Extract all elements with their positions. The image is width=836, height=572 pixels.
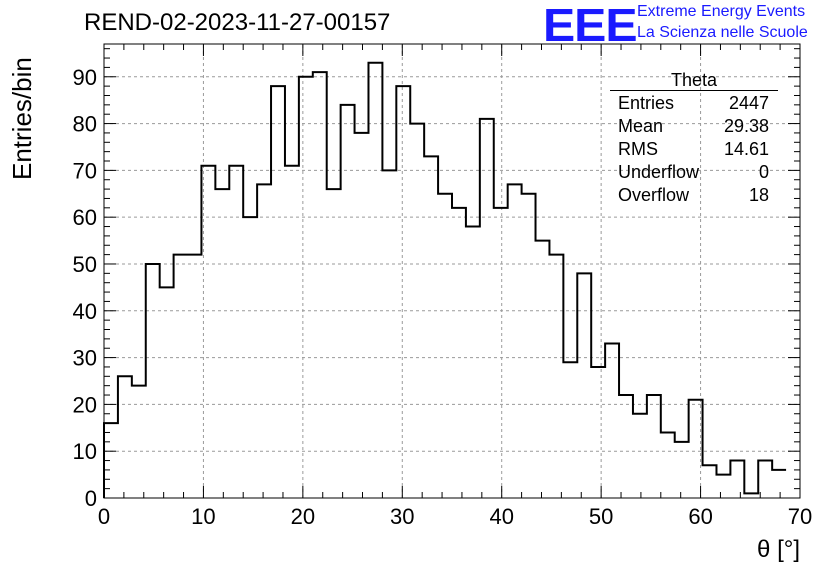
histogram-bin: [619, 395, 633, 498]
histogram-bin: [716, 475, 730, 498]
histogram-bin: [647, 395, 661, 498]
histogram-bin: [772, 470, 786, 498]
histogram-bin: [118, 376, 132, 498]
histogram-bin: [396, 86, 410, 498]
histogram-bin: [452, 208, 466, 498]
histogram-bin: [257, 184, 271, 498]
histogram-bin: [313, 72, 327, 498]
histogram-bin: [549, 255, 563, 498]
histogram-bin: [758, 461, 772, 498]
histogram-bin: [368, 63, 382, 498]
x-tick-label: 0: [98, 504, 110, 529]
histogram-bin: [508, 184, 522, 498]
stats-label: Underflow: [618, 162, 700, 182]
stats-row-entries: Entries 2447: [610, 92, 778, 115]
histogram-bin: [563, 362, 577, 498]
histogram-bin: [703, 465, 717, 498]
x-tick-label: 30: [390, 504, 414, 529]
y-tick-label: 30: [73, 346, 97, 371]
histogram-series: [103, 61, 787, 498]
histogram-bin: [146, 264, 160, 498]
stats-box: Theta Entries 2447 Mean 29.38 RMS 14.61 …: [610, 70, 778, 207]
histogram-bin: [104, 423, 118, 498]
histogram-bin: [744, 493, 758, 498]
histogram-bin: [215, 189, 229, 498]
histogram-bin: [243, 217, 257, 498]
histogram-bin: [494, 208, 508, 498]
histogram-bin: [661, 432, 675, 498]
x-axis-label: θ [°]: [757, 536, 800, 563]
histogram-bin: [536, 241, 550, 498]
histogram-bin: [327, 189, 341, 498]
y-tick-label: 60: [73, 205, 97, 230]
y-tick-label: 80: [73, 112, 97, 137]
stats-value: 29.38: [723, 116, 769, 136]
stats-row-underflow: Underflow 0: [610, 161, 778, 184]
plot-frame: [103, 43, 801, 499]
histogram-bin: [438, 194, 452, 498]
axis-ticks: [103, 44, 801, 499]
histogram-bin: [410, 124, 424, 498]
x-tick-label: 60: [688, 504, 712, 529]
x-tick-label: 50: [589, 504, 613, 529]
y-tick-label: 50: [73, 252, 97, 277]
y-tick-label: 20: [73, 392, 97, 417]
stats-row-mean: Mean 29.38: [610, 115, 778, 138]
histogram-bin: [188, 255, 202, 498]
histogram-bin: [174, 255, 188, 498]
histogram-bin: [730, 461, 744, 498]
y-tick-label: 40: [73, 299, 97, 324]
histogram-bin: [229, 166, 243, 498]
y-tick-label: 0: [85, 486, 97, 511]
logo-caption-line2: La Scienza nelle Scuole: [637, 24, 808, 41]
histogram-bin: [160, 287, 174, 498]
histogram-bin: [299, 77, 313, 498]
y-tick-label: 90: [73, 65, 97, 90]
x-tick-label: 20: [291, 504, 315, 529]
histogram-bin: [201, 166, 215, 498]
histogram-bin: [424, 156, 438, 498]
stats-row-overflow: Overflow 18: [610, 184, 778, 207]
stats-label: Entries: [618, 93, 675, 113]
stats-value: 2447: [728, 93, 769, 113]
stats-divider: [610, 90, 778, 91]
x-tick-labels: 0 10 20 30 40 50 60 70: [98, 504, 812, 529]
histogram-bin: [382, 170, 396, 498]
histogram-bin: [605, 344, 619, 498]
plot-title: REND-02-2023-11-27-00157: [84, 9, 391, 36]
histogram-bin: [466, 227, 480, 498]
histogram-bin: [271, 86, 285, 498]
x-tick-label: 10: [191, 504, 215, 529]
histogram-bin: [480, 119, 494, 498]
stats-histogram-name: Theta: [670, 70, 718, 90]
histogram-bin: [132, 386, 146, 498]
y-tick-labels: 0 10 20 30 40 50 60 70 80 90: [73, 65, 97, 511]
histogram-bin: [285, 166, 299, 498]
histogram-bin: [689, 400, 703, 498]
y-tick-label: 70: [73, 158, 97, 183]
histogram-bin: [355, 133, 369, 498]
stats-value: 14.61: [723, 139, 769, 159]
stats-label: Mean: [618, 116, 664, 136]
x-tick-label: 40: [489, 504, 513, 529]
histogram-bin: [341, 105, 355, 498]
histogram-bin: [675, 442, 689, 498]
y-axis-label: Entries/bin: [7, 57, 37, 180]
eee-logo: EEE: [543, 0, 638, 51]
grid-lines: [104, 44, 800, 498]
histogram-bin: [591, 367, 605, 498]
histogram-bin: [633, 414, 647, 498]
x-tick-label: 70: [788, 504, 812, 529]
y-tick-label: 10: [73, 439, 97, 464]
stats-row-rms: RMS 14.61: [610, 138, 778, 161]
stats-value: 0: [758, 162, 769, 182]
histogram-bin: [577, 273, 591, 498]
stats-label: RMS: [618, 139, 658, 159]
histogram-bin: [522, 194, 536, 498]
logo-caption-line1: Extreme Energy Events: [637, 3, 806, 20]
stats-label: Overflow: [618, 185, 690, 205]
stats-value: 18: [748, 185, 769, 205]
